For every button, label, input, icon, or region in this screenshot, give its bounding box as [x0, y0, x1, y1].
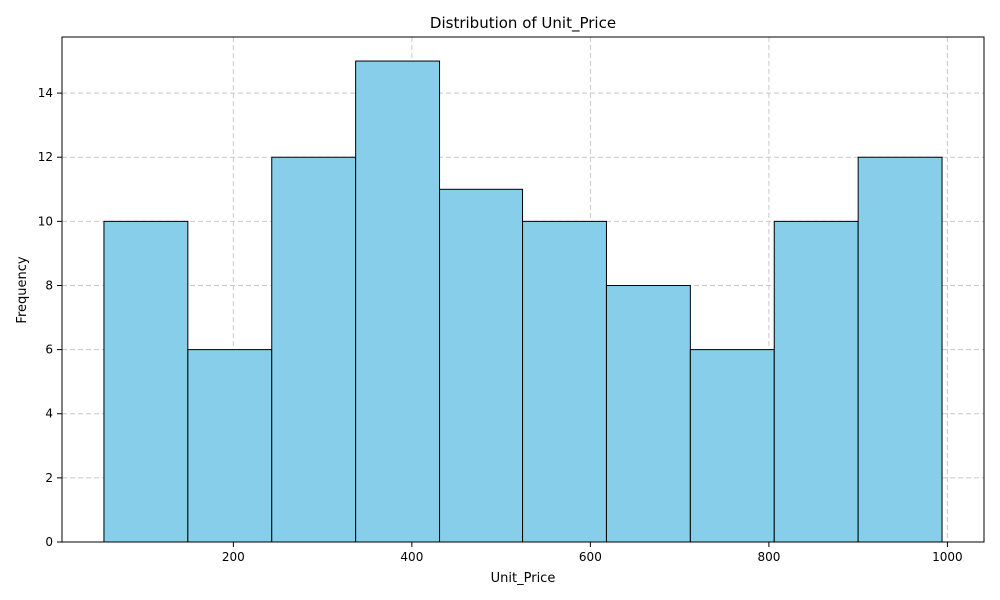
x-tick-label: 400	[400, 550, 423, 564]
y-tick-label: 8	[45, 278, 53, 292]
x-tick-label: 800	[757, 550, 780, 564]
x-axis-label: Unit_Price	[491, 571, 556, 586]
y-axis-label: Frequency	[15, 256, 30, 323]
y-tick-label: 0	[45, 535, 53, 549]
y-tick-label: 2	[45, 471, 53, 485]
histogram-bar	[103, 220, 189, 543]
y-tick-label: 14	[38, 86, 53, 100]
y-tick-label: 12	[38, 150, 53, 164]
chart-title: Distribution of Unit_Price	[430, 14, 616, 33]
histogram-bar	[522, 220, 607, 543]
histogram-bar	[605, 284, 691, 543]
x-axis-ticks: 200 400 600 800 1000	[222, 542, 963, 564]
histogram-bar	[857, 156, 943, 543]
y-tick-label: 4	[45, 407, 53, 421]
x-tick-label: 1000	[932, 550, 963, 564]
histogram-bar	[773, 220, 859, 543]
y-tick-label: 6	[45, 343, 53, 357]
histogram-bars	[103, 60, 943, 543]
y-axis-ticks: 0 2 4 6 8 10 12 14	[38, 86, 62, 549]
histogram-bar	[689, 349, 775, 543]
x-tick-label: 600	[579, 550, 602, 564]
histogram-bar	[355, 60, 441, 543]
axes-frame	[61, 36, 985, 543]
y-tick-label: 10	[38, 214, 53, 228]
histogram-bar	[271, 156, 357, 543]
x-tick-label: 200	[222, 550, 245, 564]
histogram-bar	[439, 188, 524, 543]
histogram-bar	[187, 349, 273, 543]
